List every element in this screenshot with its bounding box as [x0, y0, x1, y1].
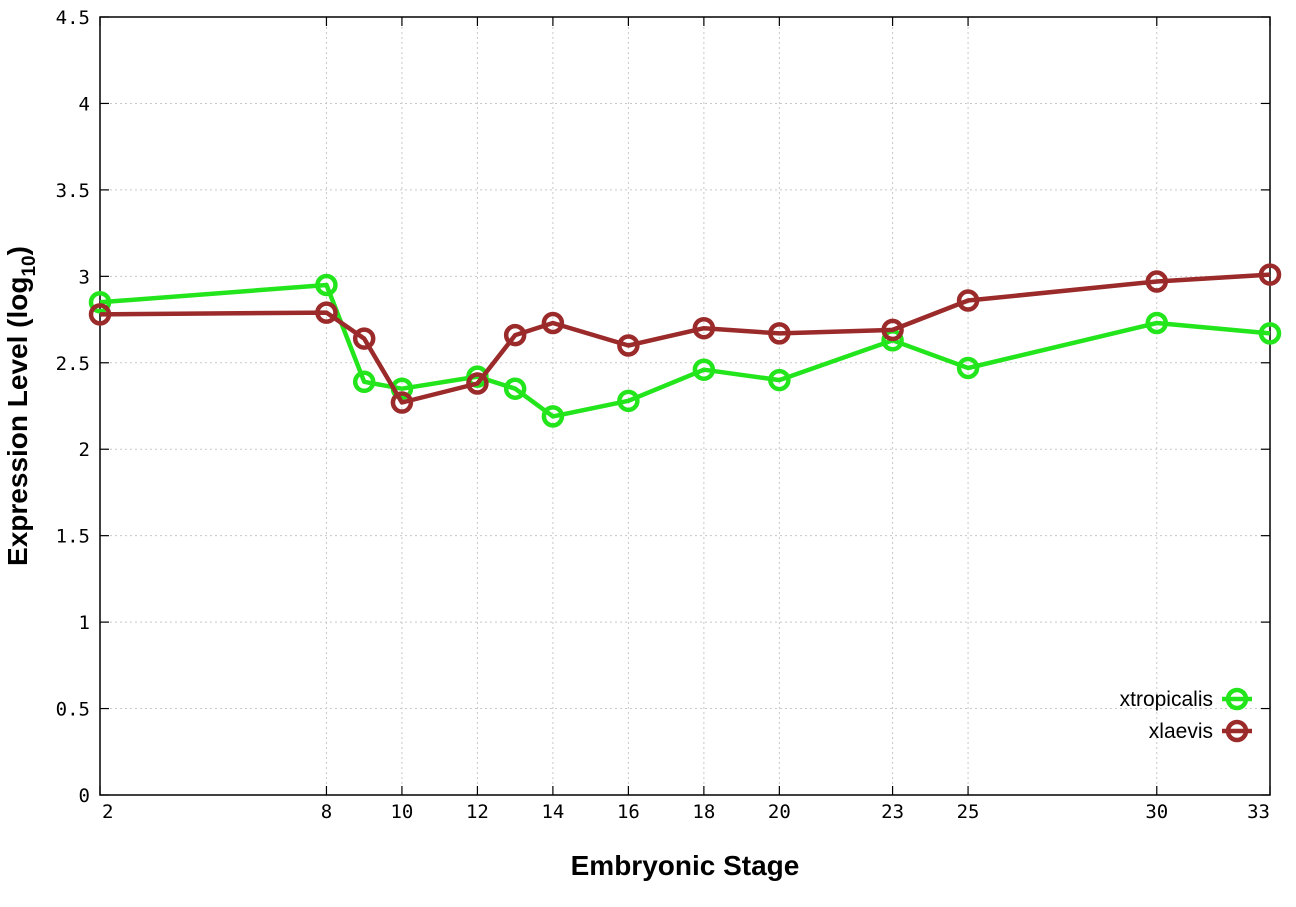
- legend-item-xtropicalis: xtropicalis: [1120, 687, 1252, 711]
- data-point-xtropicalis: [352, 370, 376, 394]
- x-tick-label: 14: [541, 801, 564, 823]
- data-point-xlaevis: [1258, 263, 1282, 286]
- data-point-xlaevis: [315, 301, 338, 324]
- data-point-xtropicalis: [315, 273, 338, 297]
- x-tick-label: 10: [390, 801, 413, 823]
- x-tick-label: 33: [1247, 801, 1270, 823]
- data-point-xtropicalis: [956, 356, 980, 380]
- data-point-xtropicalis: [768, 368, 791, 392]
- data-point-xlaevis: [88, 303, 112, 326]
- data-point-xtropicalis: [88, 291, 112, 314]
- y-axis-title-close: ): [2, 246, 33, 255]
- data-point-xlaevis: [352, 327, 376, 350]
- data-point-xlaevis: [466, 372, 489, 395]
- y-tick-label: 3.5: [56, 180, 90, 202]
- legend-item-xlaevis: xlaevis: [1149, 719, 1252, 743]
- y-axis-title-subscript: 10: [19, 255, 40, 276]
- y-tick-label: 2.5: [56, 353, 90, 375]
- data-point-xtropicalis: [541, 405, 565, 428]
- data-point-xlaevis: [881, 318, 904, 342]
- y-axis-title-main: Expression Level (log: [2, 277, 33, 566]
- x-tick-label: 2: [102, 801, 113, 823]
- series-line-xtropicalis: [99, 282, 1271, 419]
- y-axis-title: Expression Level (log10): [2, 246, 40, 566]
- y-tick-label: 3: [79, 266, 90, 288]
- x-tick-label: 30: [1145, 801, 1168, 823]
- y-tick-label: 1.5: [56, 526, 90, 548]
- series-line-xlaevis: [99, 272, 1271, 405]
- x-axis-title: Embryonic Stage: [571, 850, 800, 881]
- x-tick-label: 20: [768, 801, 791, 823]
- y-tick-label: 0: [79, 785, 90, 807]
- data-point-xtropicalis: [1258, 322, 1282, 345]
- y-tick-label: 4.5: [56, 7, 90, 29]
- data-point-xlaevis: [768, 322, 791, 345]
- data-point-xtropicalis: [692, 358, 716, 381]
- legend: xtropicalis xlaevis: [1120, 687, 1252, 743]
- series-xtropicalis: [88, 273, 1282, 428]
- series-xlaevis: [88, 263, 1282, 414]
- y-tick-label: 4: [79, 93, 90, 115]
- x-tick-label: 16: [617, 801, 640, 823]
- x-tick-label: 25: [957, 801, 980, 823]
- plot-frame: [99, 16, 1271, 796]
- data-point-xlaevis: [541, 311, 565, 335]
- legend-label: xtropicalis: [1120, 688, 1213, 711]
- axis-ticks: 0 0.5 1 1.5 2 2.5 3 3.5 4 4.5 2 8 10 12 14 16 18 20 23 25 30…: [56, 7, 1271, 823]
- legend-swatch-marker: [1225, 687, 1249, 711]
- data-point-xlaevis: [617, 334, 640, 357]
- grid-lines: [100, 17, 1270, 795]
- data-point-xlaevis: [692, 316, 716, 340]
- legend-label: xlaevis: [1149, 720, 1213, 743]
- x-tick-label: 23: [881, 801, 904, 823]
- x-tick-label: 8: [321, 801, 332, 823]
- data-point-xlaevis: [390, 391, 414, 414]
- y-tick-label: 0.5: [56, 699, 90, 721]
- data-point-xlaevis: [1145, 270, 1169, 293]
- data-point-xtropicalis: [617, 389, 640, 413]
- y-tick-label: 2: [79, 439, 90, 461]
- data-point-xlaevis: [956, 289, 980, 312]
- data-point-xtropicalis: [1145, 311, 1169, 335]
- y-tick-label: 1: [79, 612, 90, 634]
- x-tick-label: 18: [692, 801, 715, 823]
- legend-swatch-marker: [1225, 719, 1249, 743]
- series-lines: [88, 263, 1282, 428]
- data-point-xlaevis: [503, 323, 527, 347]
- data-point-xtropicalis: [503, 377, 527, 400]
- x-tick-label: 12: [466, 801, 489, 823]
